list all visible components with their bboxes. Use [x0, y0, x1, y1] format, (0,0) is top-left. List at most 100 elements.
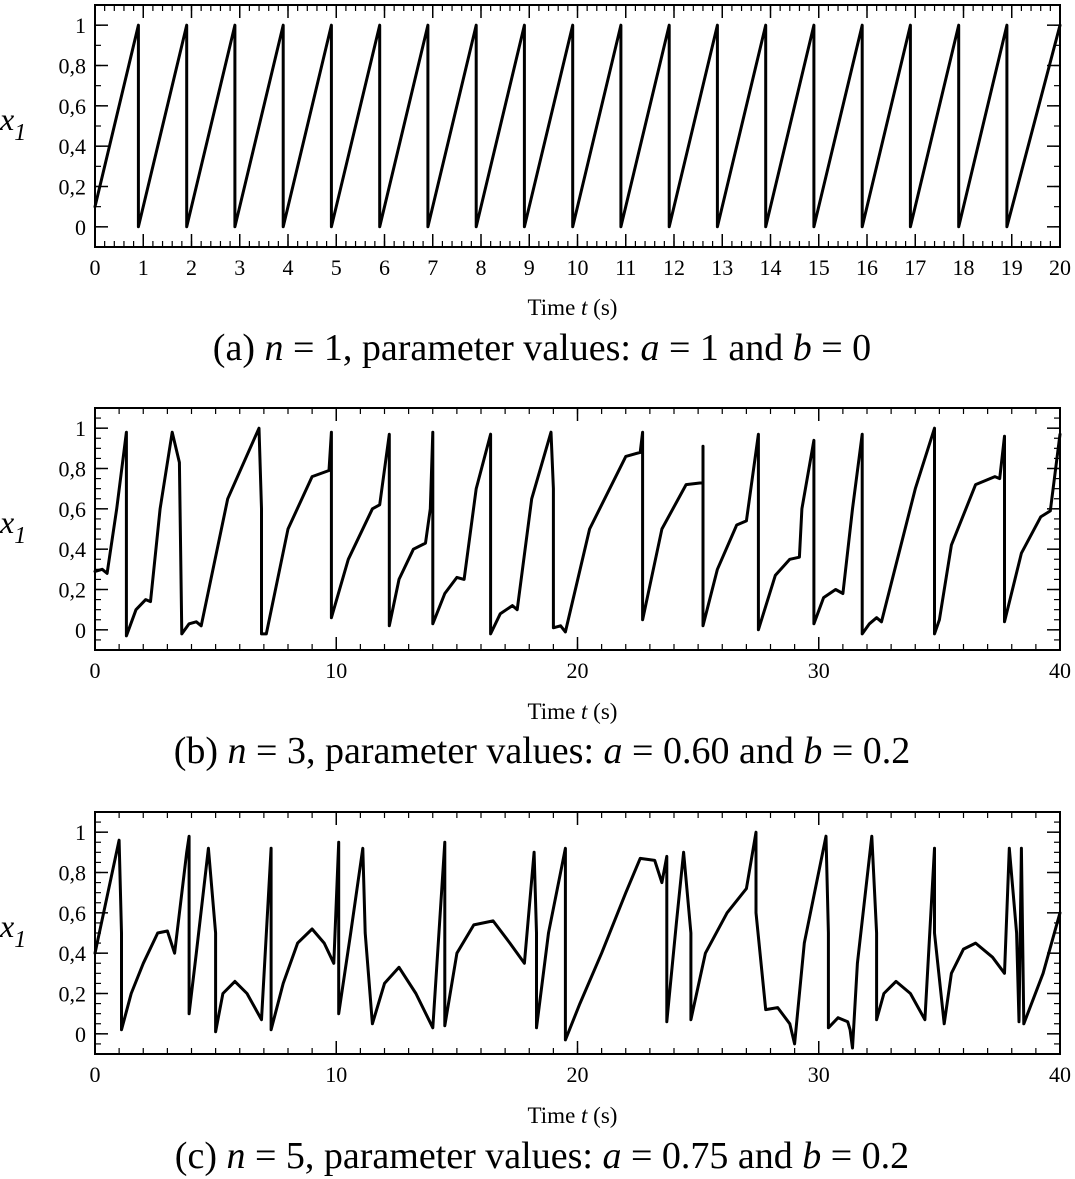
- series-line-x1: [93, 830, 1062, 1050]
- x-tick-label: 12: [663, 255, 685, 280]
- y-tick-label: 0,4: [59, 134, 87, 159]
- y-axis-label-subscript: 1: [14, 120, 26, 146]
- chart-panel-a: 0 1 2 3 4 5 6 7 8 9 10 11 12 13 14 15 16 17 18 19 2000,20,40…: [0, 4, 1071, 369]
- x-axis-label-var: t: [581, 1103, 588, 1128]
- x-tick-label: 17: [904, 255, 926, 280]
- x-tick-label: 14: [760, 255, 782, 280]
- x-tick-label: 30: [808, 658, 830, 683]
- caption-n-eq: = 1, parameter values:: [283, 327, 640, 369]
- x-tick-label: 10: [325, 658, 347, 683]
- x-tick-label: 16: [856, 255, 878, 280]
- panel-caption: (b) n = 3, parameter values: a = 0.60 an…: [174, 730, 911, 772]
- x-tick-label: 9: [524, 255, 535, 280]
- y-axis-label-main: x: [0, 101, 14, 137]
- x-axis-label: Time t (s): [528, 1103, 618, 1128]
- x-tick-label: 10: [325, 1062, 347, 1087]
- x-axis-label-unit: (s): [587, 295, 617, 320]
- x-tick-label: 11: [615, 255, 636, 280]
- x-tick-label: 20: [567, 1062, 589, 1087]
- y-tick-label: 0,6: [59, 901, 87, 926]
- y-tick-label: 0,6: [59, 94, 87, 119]
- panel-caption: (c) n = 5, parameter values: a = 0.75 an…: [175, 1135, 909, 1177]
- caption-b-eq: = 0: [812, 327, 871, 369]
- caption-n-var: n: [264, 327, 283, 369]
- y-tick-label: 0,4: [59, 941, 87, 966]
- x-axis-label: Time t (s): [528, 699, 618, 724]
- x-tick-label: 3: [234, 255, 245, 280]
- y-tick-label: 0: [75, 215, 86, 240]
- y-tick-label: 1: [75, 13, 86, 38]
- caption-n-var: n: [228, 730, 247, 772]
- y-tick-label: 0,6: [59, 497, 87, 522]
- caption-b-eq: = 0.2: [821, 1135, 909, 1177]
- y-tick-label: 0,2: [59, 578, 87, 603]
- caption-b-var: b: [802, 1135, 821, 1177]
- caption-a-eq: = 0.75 and: [621, 1135, 802, 1177]
- caption-n-eq: = 5, parameter values:: [245, 1135, 602, 1177]
- y-axis-label: x1: [0, 908, 26, 953]
- y-axis-label: x1: [0, 504, 26, 549]
- x-tick-label: 1: [138, 255, 149, 280]
- y-axis-label-subscript: 1: [14, 523, 26, 549]
- x-tick-label: 7: [427, 255, 438, 280]
- y-axis-label: x1: [0, 101, 26, 146]
- x-tick-label: 15: [808, 255, 830, 280]
- y-tick-label: 0,8: [59, 457, 87, 482]
- caption-n-var: n: [226, 1135, 245, 1177]
- caption-a-var: a: [602, 1135, 621, 1177]
- y-axis-label-main: x: [0, 908, 14, 944]
- y-tick-label: 0,8: [59, 861, 87, 886]
- y-tick-label: 0,4: [59, 537, 87, 562]
- y-tick-label: 1: [75, 820, 86, 845]
- panel-caption: (a) n = 1, parameter values: a = 1 and b…: [213, 327, 871, 369]
- y-axis-label-subscript: 1: [14, 927, 26, 953]
- caption-a-var: a: [640, 327, 659, 369]
- x-tick-label: 18: [953, 255, 975, 280]
- y-tick-label: 0,8: [59, 54, 87, 79]
- x-axis-label-word: Time: [528, 699, 581, 724]
- caption-prefix: (c): [175, 1135, 227, 1177]
- caption-b-eq: = 0.2: [822, 730, 910, 772]
- caption-b-var: b: [793, 327, 812, 369]
- caption-n-eq: = 3, parameter values:: [247, 730, 604, 772]
- x-tick-label: 2: [186, 255, 197, 280]
- plot-frame: [94, 407, 1061, 651]
- x-axis-label: Time t (s): [528, 295, 618, 320]
- x-tick-label: 5: [331, 255, 342, 280]
- series-line-x1: [93, 426, 1062, 638]
- x-tick-label: 6: [379, 255, 390, 280]
- x-axis-label-word: Time: [528, 295, 581, 320]
- x-tick-label: 0: [90, 658, 101, 683]
- y-tick-label: 0,2: [59, 175, 87, 200]
- caption-a-var: a: [604, 730, 623, 772]
- y-tick-label: 0,2: [59, 982, 87, 1007]
- plot-frame: [94, 811, 1061, 1055]
- x-tick-label: 20: [567, 658, 589, 683]
- y-axis-label-main: x: [0, 504, 14, 540]
- x-tick-label: 40: [1049, 658, 1071, 683]
- x-axis-label-unit: (s): [587, 1103, 617, 1128]
- x-tick-label: 20: [1049, 255, 1071, 280]
- x-tick-label: 8: [476, 255, 487, 280]
- caption-b-var: b: [803, 730, 822, 772]
- x-tick-label: 19: [1001, 255, 1023, 280]
- x-tick-label: 13: [711, 255, 733, 280]
- x-tick-label: 30: [808, 1062, 830, 1087]
- series-line-x1: [93, 23, 1062, 229]
- x-tick-label: 4: [283, 255, 294, 280]
- x-axis-label-word: Time: [528, 1103, 581, 1128]
- caption-a-eq: = 0.60 and: [623, 730, 804, 772]
- x-axis-label-var: t: [581, 295, 588, 320]
- x-tick-label: 0: [90, 255, 101, 280]
- y-tick-label: 0: [75, 618, 86, 643]
- x-axis-label-unit: (s): [587, 699, 617, 724]
- y-tick-label: 0: [75, 1022, 86, 1047]
- x-tick-label: 40: [1049, 1062, 1071, 1087]
- x-tick-label: 0: [90, 1062, 101, 1087]
- x-tick-label: 10: [567, 255, 589, 280]
- x-axis-label-var: t: [581, 699, 588, 724]
- caption-prefix: (a): [213, 327, 265, 369]
- caption-prefix: (b): [174, 730, 228, 772]
